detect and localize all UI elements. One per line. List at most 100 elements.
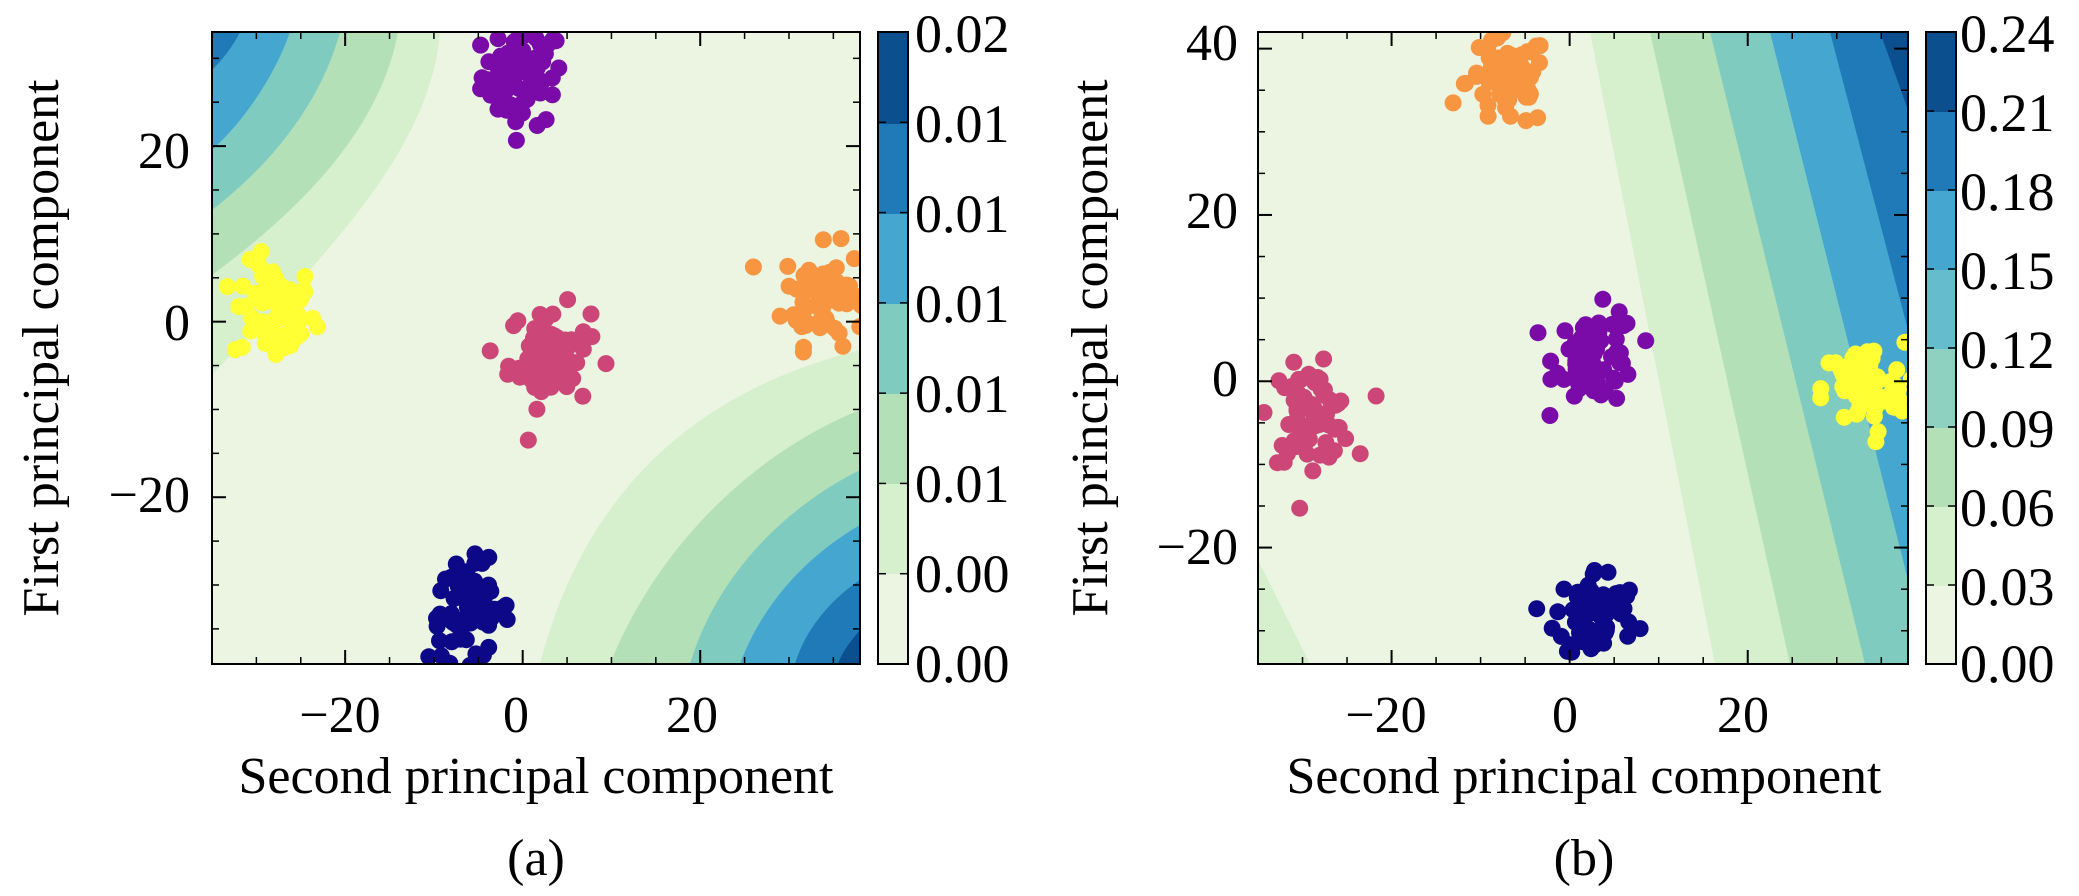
scatter-point bbox=[560, 338, 577, 355]
scatter-point bbox=[830, 324, 848, 342]
panel-a: −20 0 20 20 0 −20 Second principal compo… bbox=[13, 4, 1010, 887]
panel-b-colorbar-label: 0.18 bbox=[1960, 162, 2055, 222]
panel-a-colorbar-label: 0.01 bbox=[915, 94, 1010, 154]
scatter-point bbox=[234, 277, 252, 295]
scatter-point bbox=[1834, 365, 1852, 383]
scatter-point bbox=[832, 230, 850, 248]
panel-a-ticks bbox=[211, 32, 860, 664]
scatter-point bbox=[545, 358, 563, 376]
scatter-point bbox=[296, 268, 314, 285]
scatter-point bbox=[1337, 430, 1355, 448]
panel-a-caption: (a) bbox=[507, 830, 565, 887]
scatter-point bbox=[771, 307, 789, 325]
scatter-point bbox=[237, 298, 255, 315]
scatter-point bbox=[1300, 365, 1318, 383]
scatter-point bbox=[453, 668, 470, 685]
scatter-point bbox=[497, 81, 515, 99]
panel-a-contour bbox=[212, 32, 860, 664]
scatter-point bbox=[1599, 563, 1617, 581]
scatter-point bbox=[233, 338, 251, 356]
scatter-point bbox=[1578, 587, 1596, 605]
scatter-point bbox=[1869, 423, 1887, 441]
scatter-point bbox=[1367, 387, 1385, 405]
scatter-point bbox=[453, 567, 470, 585]
panel-a-xtick-label: 20 bbox=[666, 687, 718, 744]
scatter-point bbox=[862, 297, 879, 314]
scatter-point bbox=[1285, 432, 1303, 450]
scatter-point bbox=[531, 36, 549, 53]
scatter-point bbox=[1610, 303, 1628, 321]
scatter-point bbox=[520, 337, 538, 355]
scatter-point bbox=[498, 611, 516, 628]
scatter-point bbox=[1580, 620, 1598, 638]
scatter-point bbox=[797, 282, 814, 300]
scatter-point bbox=[1569, 374, 1587, 392]
panel-a-x-axis-label: Second principal component bbox=[239, 748, 835, 805]
panel-b-ytick-label: 20 bbox=[1186, 183, 1238, 240]
scatter-point bbox=[475, 589, 493, 607]
scatter-point bbox=[281, 292, 299, 310]
scatter-point bbox=[1278, 445, 1296, 463]
panel-a-y-axis-label: First principal component bbox=[13, 79, 70, 617]
scatter-point bbox=[1585, 335, 1603, 353]
panel-a-xtick-label: −20 bbox=[299, 687, 380, 744]
scatter-point bbox=[489, 32, 507, 48]
scatter-point bbox=[1620, 581, 1638, 599]
scatter-point bbox=[526, 320, 544, 338]
scatter-point bbox=[267, 345, 285, 363]
scatter-point bbox=[1608, 389, 1626, 407]
panel-b-colorbar-label: 0.15 bbox=[1960, 241, 2055, 301]
panel-b-points bbox=[1258, 32, 1908, 661]
scatter-point bbox=[1889, 381, 1907, 399]
scatter-point bbox=[507, 131, 525, 149]
panel-a-colorbar-label: 0.00 bbox=[915, 544, 1010, 604]
scatter-point bbox=[1308, 413, 1326, 431]
panel-b-colorbar-label: 0.21 bbox=[1960, 83, 2055, 143]
scatter-point bbox=[1500, 91, 1518, 109]
scatter-point bbox=[1549, 603, 1567, 621]
scatter-point bbox=[274, 308, 292, 326]
panel-a-colorbar bbox=[877, 31, 909, 665]
scatter-point bbox=[1593, 631, 1611, 649]
scatter-point bbox=[785, 306, 803, 324]
scatter-point bbox=[1896, 333, 1908, 351]
scatter-point bbox=[1866, 401, 1883, 419]
scatter-point bbox=[1556, 322, 1574, 340]
scatter-point bbox=[1595, 361, 1612, 379]
scatter-point bbox=[1585, 376, 1602, 394]
scatter-point bbox=[574, 387, 592, 405]
scatter-point bbox=[528, 400, 546, 418]
scatter-point bbox=[544, 32, 562, 48]
scatter-point bbox=[1444, 94, 1462, 112]
panel-b-ytick-label: 40 bbox=[1186, 15, 1238, 72]
scatter-point bbox=[485, 600, 503, 618]
scatter-point bbox=[1586, 562, 1603, 579]
scatter-point bbox=[814, 231, 832, 249]
scatter-point bbox=[472, 36, 490, 54]
scatter-point bbox=[582, 305, 600, 323]
scatter-point bbox=[1615, 317, 1633, 334]
scatter-point bbox=[218, 278, 236, 296]
scatter-point bbox=[811, 319, 829, 337]
scatter-point bbox=[497, 68, 515, 86]
scatter-point bbox=[812, 287, 830, 305]
scatter-point bbox=[420, 648, 438, 664]
scatter-point bbox=[1508, 62, 1526, 80]
scatter-point bbox=[779, 257, 797, 275]
panel-b: −20 0 20 40 20 0 −20 Second principal co… bbox=[1062, 4, 2055, 887]
scatter-point bbox=[1563, 643, 1581, 661]
scatter-point bbox=[542, 378, 560, 396]
scatter-point bbox=[1613, 354, 1631, 372]
scatter-point bbox=[1567, 360, 1585, 378]
scatter-point bbox=[1327, 396, 1345, 414]
scatter-point bbox=[1834, 378, 1852, 396]
scatter-point bbox=[1517, 81, 1534, 99]
scatter-point bbox=[1502, 107, 1519, 125]
scatter-point bbox=[568, 354, 586, 372]
scatter-point bbox=[1812, 389, 1830, 407]
scatter-point bbox=[1529, 324, 1547, 342]
scatter-point bbox=[1317, 434, 1335, 452]
scatter-point bbox=[1315, 350, 1333, 368]
panel-a-ytick-label: 20 bbox=[138, 123, 190, 180]
